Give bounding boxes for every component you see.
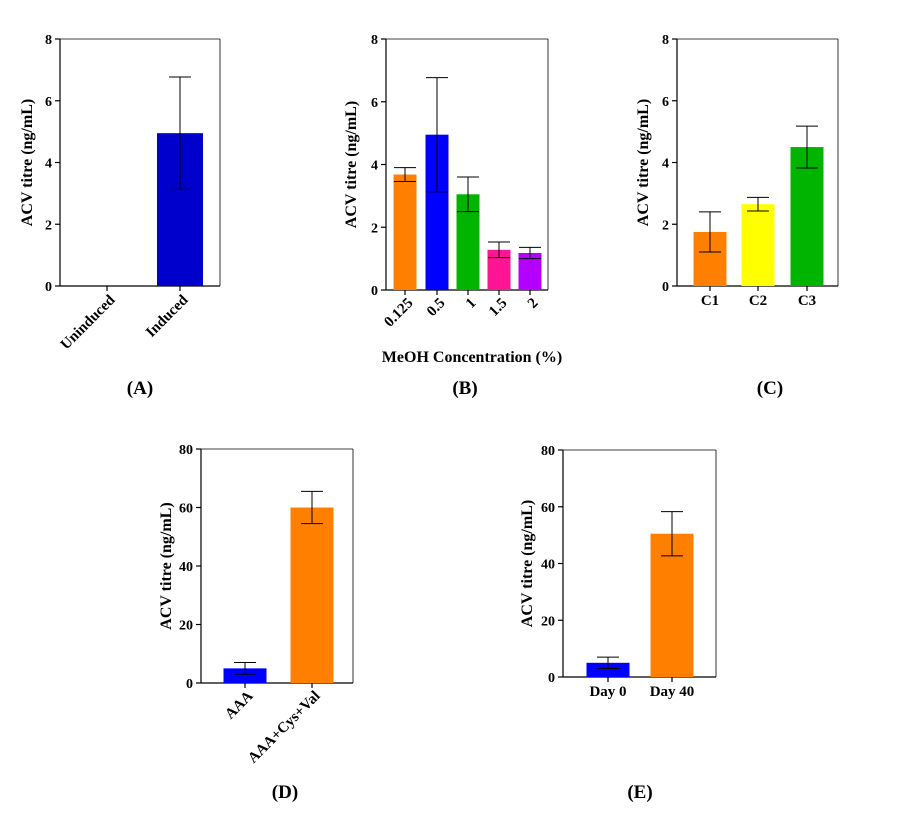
- y-tick-label: 80: [541, 444, 555, 459]
- y-axis-title: ACV titre (ng/mL): [158, 502, 175, 629]
- chart-panel-1: 0 2 4 6 8 ACV titre (ng/mL) Uninduced Induced (A…: [19, 33, 221, 399]
- x-category-label: AAA+Cys+Val: [245, 688, 323, 766]
- x-category-label: 1.5: [486, 295, 511, 320]
- y-tick-label: 8: [371, 33, 378, 48]
- x-category-label: 0.5: [424, 295, 449, 320]
- y-tick-label: 20: [179, 619, 193, 634]
- x-axis-title: MeOH Concentration (%): [382, 349, 562, 366]
- y-tick-label: 20: [541, 614, 555, 629]
- bar-day-0: [586, 662, 630, 677]
- x-category-label: C3: [798, 293, 816, 309]
- y-tick-label: 2: [662, 218, 669, 233]
- y-tick-label: 0: [45, 280, 52, 295]
- y-tick-label: 4: [45, 157, 52, 172]
- x-category-label: C1: [701, 293, 719, 309]
- y-tick-label: 2: [45, 218, 52, 233]
- x-category-label: 2: [525, 295, 542, 312]
- y-tick-label: 0: [662, 280, 669, 295]
- y-tick-label: 6: [662, 95, 669, 110]
- bar-2: [518, 252, 542, 290]
- x-category-label: C2: [749, 293, 767, 309]
- bar-c2: [741, 204, 775, 286]
- x-category-label: 0.125: [381, 295, 416, 330]
- y-tick-label: 40: [541, 558, 555, 573]
- y-tick-label: 6: [45, 95, 52, 110]
- bar-c3: [790, 147, 824, 286]
- bar-aaa: [223, 668, 267, 683]
- x-category-label: Induced: [143, 292, 192, 341]
- bar-day-40: [650, 533, 694, 677]
- chart-panel-3: 0 2 4 6 8 ACV titre (ng/mL) C1 C2 C3 (C): [635, 33, 839, 399]
- chart-panel-5: 0 20 40 60 80 ACV titre (ng/mL) Day 0 Day 40 (E): [519, 444, 717, 803]
- y-tick-label: 2: [371, 221, 378, 236]
- x-category-label: Day 0: [589, 684, 626, 700]
- y-tick-label: 60: [179, 502, 193, 517]
- y-tick-label: 80: [179, 443, 193, 458]
- bar-0-5: [425, 134, 449, 290]
- bar-1: [456, 194, 480, 290]
- bar-aaa-cys-val: [290, 507, 334, 683]
- x-category-label: 1: [463, 295, 480, 312]
- y-tick-label: 8: [45, 33, 52, 48]
- y-tick-label: 0: [548, 671, 555, 686]
- y-tick-label: 60: [541, 501, 555, 516]
- bar-1-5: [487, 249, 511, 290]
- panel-label: (E): [627, 782, 652, 803]
- y-tick-label: 0: [371, 284, 378, 299]
- bar-0-125: [393, 174, 417, 290]
- y-axis-title: ACV titre (ng/mL): [635, 99, 652, 226]
- panel-label: (D): [272, 782, 298, 803]
- chart-panel-2: 0 2 4 6 8 ACV titre (ng/mL) 0.125 0.5 1 1.5 2 MeOH …: [343, 33, 562, 399]
- y-axis-title: ACV titre (ng/mL): [19, 99, 36, 226]
- y-tick-label: 4: [662, 157, 669, 172]
- x-category-label: AAA: [222, 688, 256, 722]
- panel-label: (C): [757, 378, 783, 399]
- y-axis-title: ACV titre (ng/mL): [519, 500, 536, 627]
- chart-panel-4: 0 20 40 60 80 ACV titre (ng/mL) AAAAAA+Cys+Val…: [158, 443, 354, 803]
- y-tick-label: 40: [179, 560, 193, 575]
- panel-label: (B): [452, 378, 477, 399]
- x-category-label: Day 40: [650, 684, 695, 700]
- y-tick-label: 6: [371, 96, 378, 111]
- panel-label: (A): [127, 378, 153, 399]
- y-tick-label: 4: [371, 159, 378, 174]
- y-axis-title: ACV titre (ng/mL): [343, 101, 360, 228]
- x-category-label: Uninduced: [58, 292, 119, 353]
- y-tick-label: 8: [662, 33, 669, 48]
- y-tick-label: 0: [186, 677, 193, 692]
